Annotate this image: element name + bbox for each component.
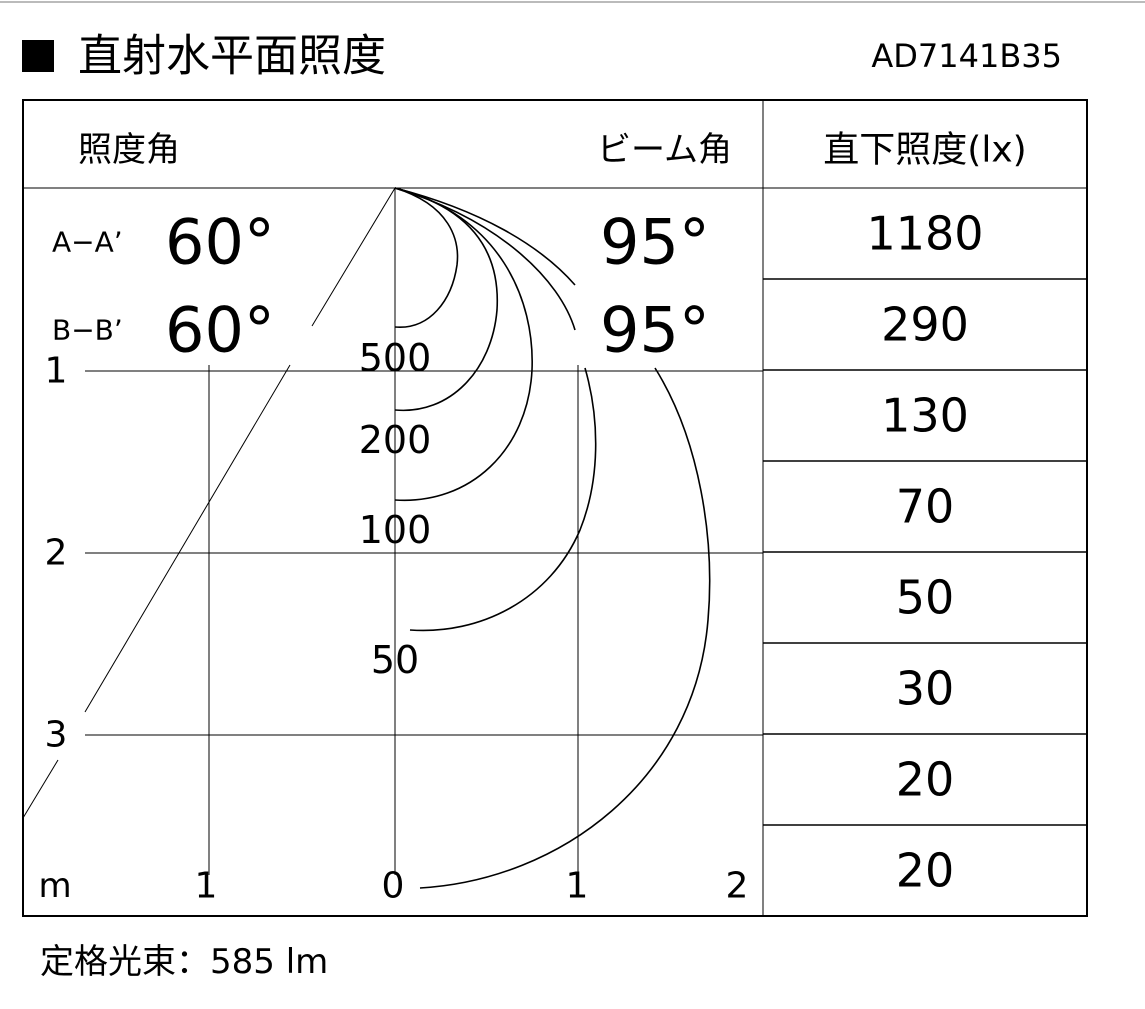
beam-angle: 95° [600,206,710,279]
width-label: 0 [382,866,405,907]
illuminance-value: 30 [896,662,955,716]
model-number: AD7141B35 [871,37,1062,75]
depth-label: 1 [45,351,68,392]
illuminance-value: 290 [881,298,969,352]
section-label: A−A’ [52,226,123,259]
depth-label: 2 [45,533,68,574]
width-label: 1 [566,866,589,907]
title: 直射水平面照度 [78,31,386,82]
isolux-curve [394,187,597,632]
section-label: B−B’ [52,314,123,347]
beam-angle: 95° [600,294,710,367]
contour-label: 500 [359,336,432,380]
isolux-curve [394,187,499,412]
table-frame [22,99,1088,917]
illuminance-value: 1180 [866,207,983,261]
header-cell: 直下照度(lx) [823,130,1026,171]
width-label: 2 [726,866,749,907]
illuminance-value: 20 [896,844,955,898]
contour-label: 50 [371,638,419,682]
isolux-curve [394,187,711,889]
depth-label: 3 [45,715,68,756]
illuminance-value: 50 [896,571,955,625]
illuminance-angle: 60° [165,206,275,279]
illuminance-value: 70 [896,480,955,534]
illuminance-value: 130 [881,389,969,443]
illuminance-value: 20 [896,753,955,807]
isolux-curve [394,187,459,328]
beam-line [84,364,291,713]
header-cell: ビーム角 [597,130,732,170]
beam-line [311,187,396,327]
title-bullet [22,40,54,72]
beam-line [22,759,59,819]
contour-label: 200 [359,418,432,462]
header-cell: 照度角 [78,130,180,170]
isolux-curve [394,187,533,502]
illuminance-angle: 60° [165,294,275,367]
width-unit: m [38,866,71,906]
footer: 定格光束：585 lm [40,942,328,982]
width-label: 1 [195,866,218,907]
contour-label: 100 [359,508,432,552]
